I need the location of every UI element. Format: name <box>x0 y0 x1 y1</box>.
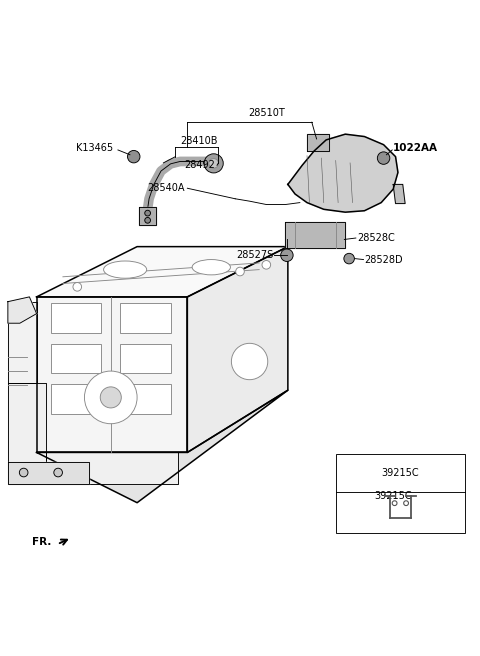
Circle shape <box>344 253 354 264</box>
Circle shape <box>204 154 223 173</box>
Polygon shape <box>187 247 288 453</box>
Text: 28528D: 28528D <box>364 255 403 265</box>
Polygon shape <box>288 134 398 212</box>
Polygon shape <box>36 247 288 297</box>
Polygon shape <box>8 297 36 323</box>
Ellipse shape <box>192 260 230 275</box>
Polygon shape <box>8 302 36 383</box>
Text: 28528C: 28528C <box>357 233 395 243</box>
Bar <box>120 384 170 414</box>
Circle shape <box>128 150 140 163</box>
Circle shape <box>19 468 28 477</box>
Circle shape <box>236 267 244 276</box>
Circle shape <box>404 501 408 506</box>
Circle shape <box>392 501 397 506</box>
Text: 28540A: 28540A <box>147 183 185 194</box>
Polygon shape <box>46 453 178 483</box>
Text: 28410B: 28410B <box>180 136 218 146</box>
Ellipse shape <box>104 261 147 278</box>
Bar <box>51 344 101 373</box>
Bar <box>120 344 170 373</box>
Text: 28527S: 28527S <box>236 250 274 260</box>
Text: 39215C: 39215C <box>374 491 412 501</box>
Circle shape <box>73 283 82 291</box>
Polygon shape <box>8 383 46 462</box>
Polygon shape <box>139 207 156 225</box>
Bar <box>336 454 465 533</box>
Circle shape <box>145 217 151 223</box>
Polygon shape <box>307 134 328 151</box>
Circle shape <box>231 343 268 380</box>
Circle shape <box>100 387 121 408</box>
Bar <box>120 303 170 333</box>
Circle shape <box>54 468 62 477</box>
Bar <box>51 303 101 333</box>
Polygon shape <box>36 297 187 453</box>
Text: 28510T: 28510T <box>248 108 285 118</box>
Bar <box>51 384 101 414</box>
Circle shape <box>209 159 218 168</box>
Polygon shape <box>286 222 345 247</box>
Text: FR.: FR. <box>32 537 51 547</box>
Polygon shape <box>393 184 405 203</box>
Circle shape <box>281 249 293 262</box>
Text: K13465: K13465 <box>76 142 113 153</box>
Text: 39215C: 39215C <box>382 468 419 478</box>
Circle shape <box>377 152 390 164</box>
Polygon shape <box>8 462 89 483</box>
Text: 28492: 28492 <box>184 159 215 169</box>
Text: 1022AA: 1022AA <box>393 142 438 153</box>
Circle shape <box>262 260 271 269</box>
Polygon shape <box>36 390 288 502</box>
Circle shape <box>145 211 151 216</box>
Circle shape <box>84 371 137 424</box>
